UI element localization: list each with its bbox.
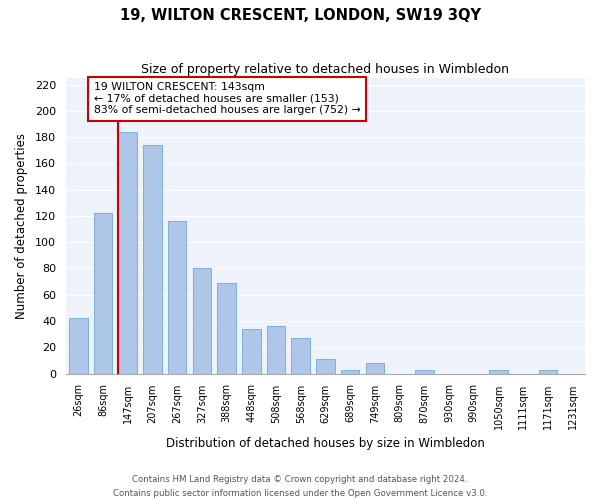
Bar: [365, 363, 384, 374]
Bar: [143, 145, 161, 374]
Bar: [217, 283, 236, 374]
Text: Contains HM Land Registry data © Crown copyright and database right 2024.
Contai: Contains HM Land Registry data © Crown c…: [113, 476, 487, 498]
Bar: [168, 221, 187, 374]
Bar: [267, 326, 285, 374]
Title: Size of property relative to detached houses in Wimbledon: Size of property relative to detached ho…: [142, 62, 509, 76]
X-axis label: Distribution of detached houses by size in Wimbledon: Distribution of detached houses by size …: [166, 437, 485, 450]
Bar: [94, 214, 112, 374]
Bar: [341, 370, 359, 374]
Bar: [242, 329, 260, 374]
Text: 19 WILTON CRESCENT: 143sqm
← 17% of detached houses are smaller (153)
83% of sem: 19 WILTON CRESCENT: 143sqm ← 17% of deta…: [94, 82, 361, 115]
Bar: [316, 359, 335, 374]
Bar: [69, 318, 88, 374]
Bar: [292, 338, 310, 374]
Bar: [415, 370, 434, 374]
Y-axis label: Number of detached properties: Number of detached properties: [15, 133, 28, 319]
Bar: [539, 370, 557, 374]
Bar: [193, 268, 211, 374]
Bar: [489, 370, 508, 374]
Text: 19, WILTON CRESCENT, LONDON, SW19 3QY: 19, WILTON CRESCENT, LONDON, SW19 3QY: [119, 8, 481, 22]
Bar: [118, 132, 137, 374]
